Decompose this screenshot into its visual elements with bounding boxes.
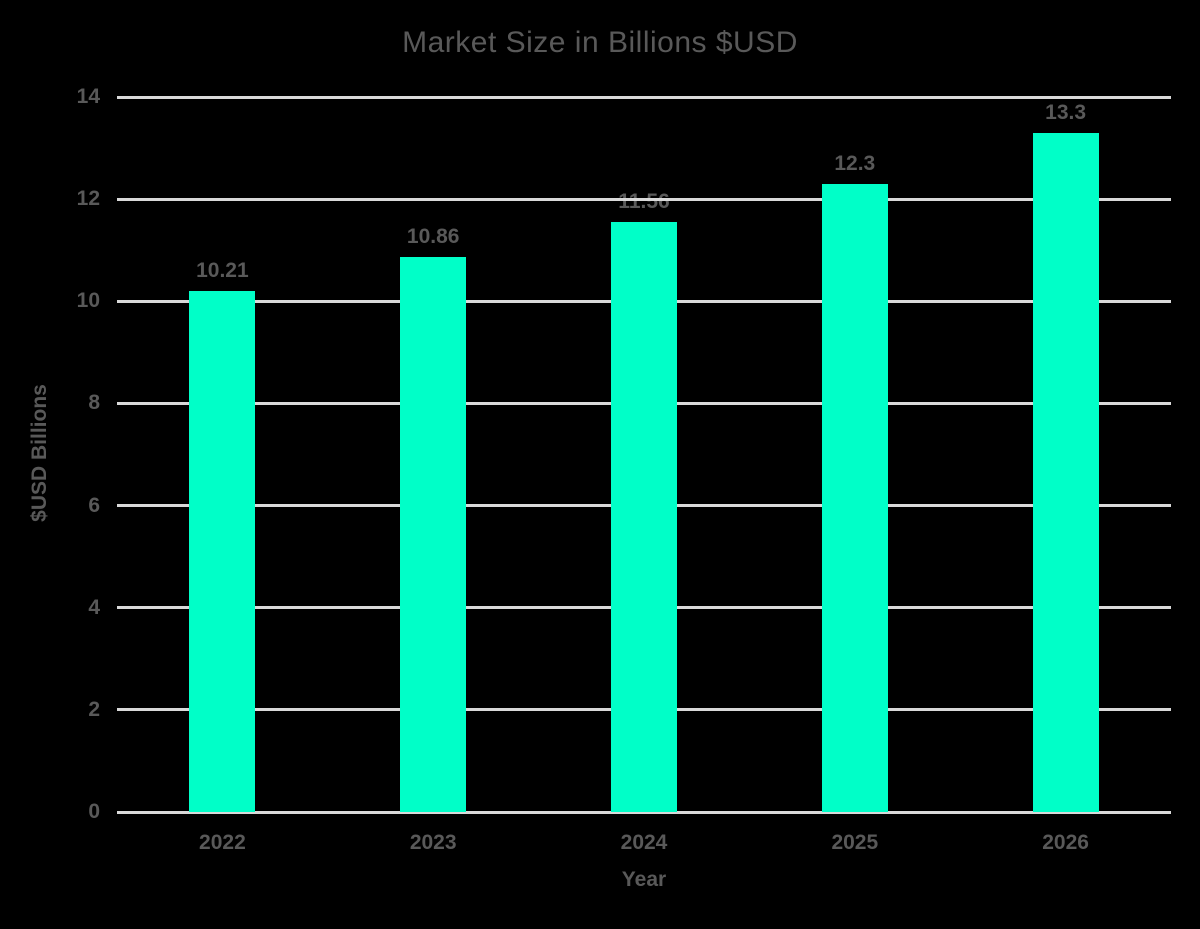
bar-value-label: 10.86 (406, 225, 460, 249)
bar (189, 290, 256, 812)
plot-area: 10.21 10.86 11.56 12.3 13.3 (117, 95, 1171, 814)
gridline (117, 95, 1171, 99)
gridline (117, 197, 1171, 201)
y-tick-label: 2 (88, 697, 100, 721)
bar-value-label: 11.56 (618, 189, 670, 213)
y-tick-label: 8 (88, 391, 100, 415)
bar (611, 221, 677, 812)
x-tick-label: 2022 (199, 831, 246, 854)
y-tick-label: 14 (76, 85, 100, 108)
y-tick-label: 10 (76, 289, 100, 313)
bar-value-label: 10.21 (196, 258, 249, 282)
y-axis-title: $USD Billions (28, 384, 51, 522)
y-tick-label: 0 (88, 800, 100, 823)
x-tick-label: 2026 (1042, 831, 1089, 854)
x-tick-label: 2025 (831, 831, 879, 854)
y-tick-label: 12 (76, 187, 100, 211)
chart-title: Market Size in Billions $USD (402, 26, 798, 59)
bar-value-label: 12.3 (834, 151, 876, 175)
x-tick-label: 2023 (409, 831, 457, 854)
bar (821, 183, 888, 812)
gridline (117, 810, 1171, 814)
bar (1032, 132, 1099, 812)
y-tick-label: 4 (88, 595, 100, 619)
x-axis-title: Year (621, 868, 667, 891)
y-tick-label: 6 (88, 493, 100, 517)
bar (400, 257, 467, 812)
bar-value-label: 13.3 (1045, 100, 1087, 124)
x-tick-label: 2024 (620, 831, 668, 854)
